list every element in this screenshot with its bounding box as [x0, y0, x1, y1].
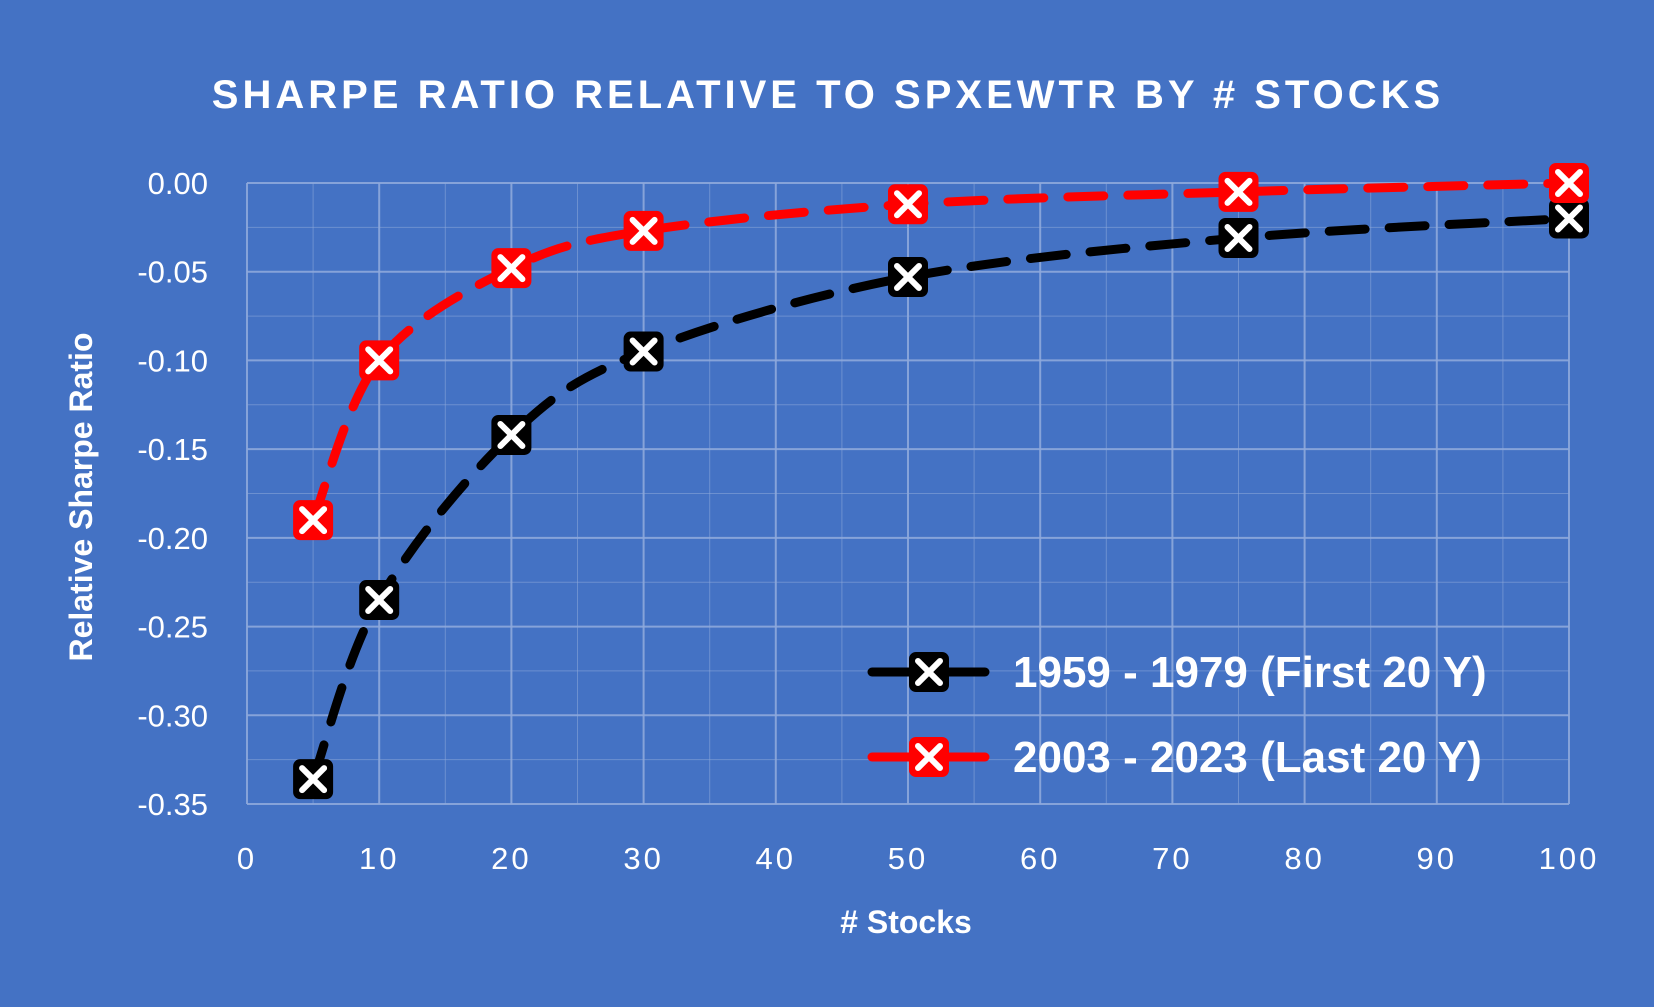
x-tick-label: 40: [756, 841, 796, 876]
x-tick-label: 80: [1284, 841, 1324, 876]
data-point-marker: [293, 759, 334, 800]
x-tick-label: 30: [623, 841, 663, 876]
data-point-marker: [1218, 218, 1259, 259]
chart-title: SHARPE RATIO RELATIVE TO SPXEWTR BY # ST…: [212, 73, 1444, 117]
legend-marker: [909, 737, 949, 777]
x-axis-label: # Stocks: [840, 904, 972, 940]
y-tick-label: -0.35: [137, 787, 208, 822]
data-point-marker: [623, 210, 664, 251]
x-tick-label: 0: [237, 841, 257, 876]
x-tick-label: 100: [1539, 841, 1600, 876]
y-tick-label: -0.15: [137, 432, 208, 467]
data-point-marker: [359, 579, 400, 620]
data-point-marker: [293, 500, 334, 541]
x-tick-label: 90: [1417, 841, 1457, 876]
data-point-marker: [888, 184, 928, 225]
data-point-marker: [491, 414, 532, 455]
x-tick-label: 20: [491, 841, 531, 876]
x-tick-label: 10: [359, 841, 399, 876]
series-line: [308, 178, 1574, 525]
y-axis-label: Relative Sharpe Ratio: [63, 333, 99, 662]
y-tick-label: -0.30: [137, 698, 208, 733]
y-tick-label: -0.20: [137, 521, 208, 556]
data-point-marker: [888, 257, 928, 298]
data-point-marker: [359, 340, 400, 381]
data-point-marker: [1549, 163, 1589, 203]
y-tick-labels: 0.00 -0.05 -0.10 -0.15 -0.20 -0.25 -0.30 -0.35: [137, 166, 208, 822]
x-tick-label: 50: [888, 841, 928, 876]
data-point-marker: [1549, 198, 1589, 239]
series-2: [293, 163, 1589, 541]
data-point-marker: [623, 331, 664, 372]
series-1: [293, 198, 1589, 800]
x-tick-label: 70: [1152, 841, 1192, 876]
data-point-marker: [1218, 171, 1259, 212]
data-point-marker: [491, 248, 532, 289]
legend-label: 2003 - 2023 (Last 20 Y): [1013, 733, 1482, 782]
y-tick-label: -0.25: [137, 610, 208, 645]
x-tick-labels: 0 10 20 30 40 50 60 70 80 90 100: [237, 841, 1600, 876]
legend-item: 2003 - 2023 (Last 20 Y): [867, 733, 1482, 782]
y-tick-label: -0.10: [137, 343, 208, 378]
legend-item: 1959 - 1979 (First 20 Y): [867, 648, 1487, 697]
y-tick-label: 0.00: [148, 166, 208, 201]
y-tick-label: -0.05: [137, 255, 208, 290]
x-tick-label: 60: [1020, 841, 1060, 876]
series: [293, 163, 1589, 800]
legend: 1959 - 1979 (First 20 Y) 2003 - 2023 (Las…: [867, 648, 1487, 782]
legend-label: 1959 - 1979 (First 20 Y): [1013, 648, 1487, 697]
legend-marker: [909, 652, 949, 692]
